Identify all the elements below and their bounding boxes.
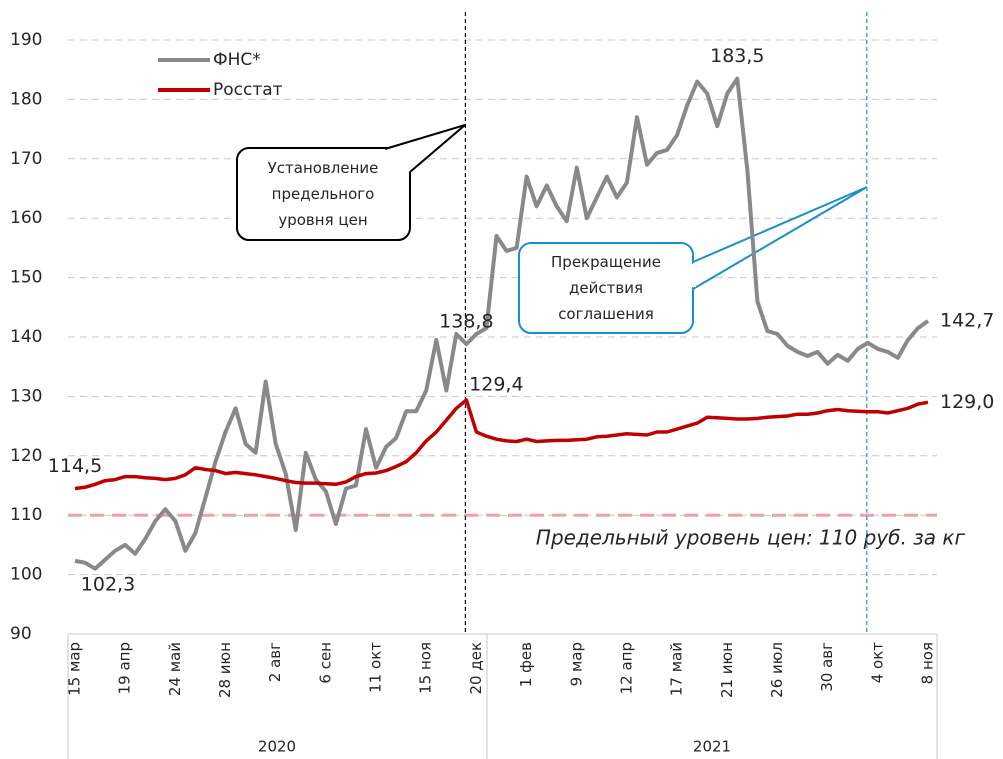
x-tick-label: 30 авг [818, 642, 836, 692]
legend-label: ФНС* [213, 50, 261, 70]
legend-label: Росстат [213, 80, 283, 100]
data-label: 114,5 [48, 455, 102, 477]
data-label: 129,0 [940, 391, 994, 413]
y-tick-label: 190 [10, 30, 42, 50]
x-group-label: 2020 [258, 738, 296, 756]
x-tick-label: 21 июн [718, 642, 736, 698]
y-tick-label: 140 [10, 327, 42, 347]
x-tick-label: 24 май [166, 642, 184, 696]
x-tick-label: 8 ноя [919, 642, 937, 684]
series-line [74, 76, 930, 571]
series-line [74, 398, 929, 491]
x-tick-label: 4 окт [868, 642, 886, 684]
y-tick-label: 90 [10, 624, 32, 644]
y-tick-label: 180 [10, 89, 42, 109]
annotation-pointer [692, 186, 868, 290]
x-tick-label: 9 мар [567, 642, 585, 686]
data-label: 138,8 [439, 311, 493, 333]
y-tick-label: 160 [10, 208, 42, 228]
x-tick-label: 28 июн [216, 642, 234, 698]
y-tick-label: 130 [10, 386, 42, 406]
x-tick-label: 1 фев [517, 642, 535, 687]
event-label: Установление предельного уровня цен [268, 159, 379, 229]
y-tick-label: 150 [10, 268, 42, 288]
x-tick-label: 26 июл [768, 642, 786, 698]
pointer-mask [385, 150, 409, 170]
y-tick-label: 120 [10, 446, 42, 466]
pointer-mask [690, 264, 696, 287]
x-tick-label: 12 апр [617, 642, 635, 694]
data-label: 183,5 [710, 45, 764, 67]
event-label: Прекращение действия соглашения [551, 253, 661, 323]
y-tick-label: 100 [10, 565, 42, 585]
x-group-label: 2021 [693, 738, 731, 756]
x-tick-label: 6 сен [316, 642, 334, 684]
x-tick-label: 17 май [668, 642, 686, 696]
x-tick-label: 20 дек [467, 642, 485, 695]
annotation-box [236, 147, 411, 241]
y-tick-label: 170 [10, 149, 42, 169]
x-tick-label: 19 апр [116, 642, 134, 694]
data-label: 129,4 [469, 373, 523, 395]
y-tick-label: 110 [10, 505, 42, 525]
reference-label: Предельный уровень цен: 110 руб. за кг [536, 526, 966, 550]
x-tick-label: 2 авг [266, 642, 284, 682]
x-tick-label: 15 мар [66, 642, 84, 696]
x-tick-label: 15 ноя [417, 642, 435, 694]
data-label: 142,7 [940, 309, 994, 331]
data-label: 102,3 [81, 573, 135, 595]
x-tick-label: 11 окт [367, 642, 385, 693]
